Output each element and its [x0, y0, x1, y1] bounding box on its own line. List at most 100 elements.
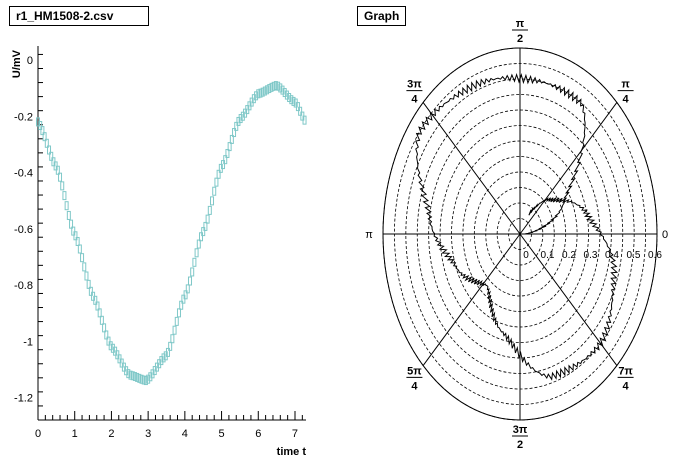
data-point [64, 201, 69, 211]
data-point [183, 290, 188, 300]
radial-tick-label: 0.2 [562, 250, 576, 261]
x-tick-label: 3 [145, 428, 151, 440]
data-point [179, 300, 184, 310]
data-point [75, 236, 80, 246]
data-point [221, 160, 226, 170]
polar-data-curve [415, 72, 619, 381]
data-point [227, 142, 232, 152]
y-tick-label: -0.4 [14, 168, 33, 180]
data-point [251, 94, 256, 104]
data-point [49, 151, 54, 161]
angle-label-fraction: π4 [617, 79, 634, 106]
data-point [152, 366, 157, 376]
radial-tick-label: 0.6 [648, 250, 662, 261]
x-tick-label: 7 [292, 428, 298, 440]
data-point [154, 362, 159, 372]
y-tick-label: -0.8 [14, 280, 33, 292]
data-point [238, 114, 243, 124]
x-tick-label: 4 [182, 428, 188, 440]
data-point [69, 219, 74, 229]
data-point [249, 97, 254, 107]
data-point [194, 248, 199, 258]
angle-label-fraction: 3π2 [512, 424, 528, 451]
data-point [42, 132, 47, 142]
data-point [280, 85, 285, 95]
x-tick-label: 5 [218, 428, 224, 440]
y-tick-label: -1 [23, 336, 33, 348]
data-point [187, 276, 192, 286]
data-point [60, 181, 65, 191]
data-point [80, 253, 85, 263]
x-tick-label: 6 [255, 428, 261, 440]
data-point [190, 267, 195, 277]
angle-label-denominator: 2 [517, 33, 523, 45]
data-point [66, 210, 71, 220]
y-tick-label: 0 [27, 55, 33, 67]
angle-label-denominator: 4 [411, 94, 418, 106]
data-point [86, 279, 91, 289]
data-point [269, 82, 274, 92]
data-point [174, 316, 179, 326]
data-point [276, 81, 281, 91]
angle-label-numerator: 5π [407, 365, 422, 377]
angle-label-numerator: 7π [618, 365, 633, 377]
angle-label-numerator: π [621, 79, 630, 91]
data-point [216, 169, 221, 179]
data-point [271, 81, 276, 91]
data-point [284, 90, 289, 100]
angle-label-fraction: 3π4 [406, 79, 423, 106]
data-point [232, 128, 237, 138]
data-point [128, 370, 133, 380]
data-point [262, 86, 267, 96]
y-tick-label: -1.2 [14, 393, 33, 405]
data-point [203, 221, 208, 231]
left-chart-title: r1_HM1508-2.csv [9, 6, 149, 26]
data-point [146, 374, 151, 384]
data-point [234, 121, 239, 131]
data-point [168, 341, 173, 351]
data-point [229, 134, 234, 144]
data-point [62, 191, 67, 201]
data-point [265, 85, 270, 95]
data-point [97, 308, 102, 318]
data-point [256, 89, 261, 99]
data-point [258, 88, 263, 98]
data-point [104, 330, 109, 340]
data-point [137, 373, 142, 383]
angle-label-numerator: 3π [513, 424, 528, 436]
data-point [55, 165, 60, 175]
data-point [165, 347, 170, 357]
angle-label-numerator: 3π [407, 79, 422, 91]
data-point [254, 91, 259, 101]
data-point [40, 126, 45, 136]
data-point [289, 95, 294, 105]
angle-label: π [365, 229, 373, 241]
data-point [124, 366, 129, 376]
data-point [84, 271, 89, 281]
data-point [295, 102, 300, 112]
data-point [207, 205, 212, 215]
data-point [287, 93, 292, 103]
y-axis-label: U/mV [11, 49, 23, 78]
data-point [77, 244, 82, 254]
data-point [278, 83, 283, 93]
data-point [205, 214, 210, 224]
data-point [199, 232, 204, 242]
data-point [126, 369, 131, 379]
data-point [236, 116, 241, 126]
data-point [214, 177, 219, 187]
data-point [141, 375, 146, 385]
angle-label-denominator: 4 [623, 94, 630, 106]
data-point [260, 87, 265, 97]
angle-label-denominator: 4 [411, 380, 418, 392]
data-point [150, 369, 155, 379]
data-point [132, 372, 137, 382]
data-point [192, 257, 197, 267]
data-point [172, 325, 177, 335]
data-point [130, 371, 135, 381]
data-point [71, 226, 76, 236]
radial-tick-label: 0.3 [584, 250, 598, 261]
y-tick-label: -0.2 [14, 111, 33, 123]
